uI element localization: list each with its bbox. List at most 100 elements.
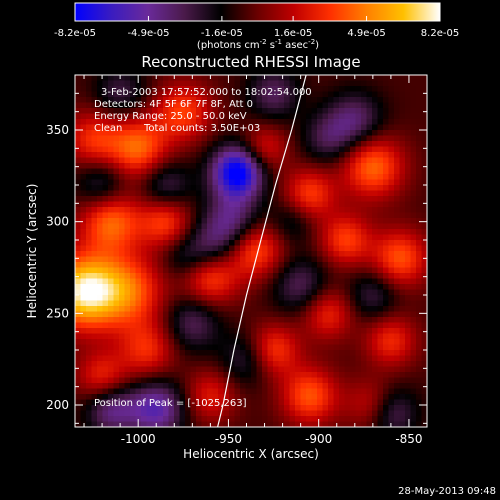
heatmap-cell bbox=[234, 234, 241, 241]
heatmap-cell bbox=[377, 372, 384, 379]
heatmap-cell bbox=[284, 416, 291, 423]
heatmap-cell bbox=[278, 328, 285, 335]
heatmap-cell bbox=[366, 295, 373, 302]
heatmap-cell bbox=[399, 410, 406, 417]
heatmap-cell bbox=[355, 86, 362, 93]
heatmap-cell bbox=[212, 146, 219, 153]
heatmap-cell bbox=[75, 262, 82, 269]
heatmap-cell bbox=[322, 157, 329, 164]
time-range-annotation: 3-Feb-2003 17:57:52.000 to 18:02:54.000 bbox=[101, 87, 312, 98]
heatmap-cell bbox=[234, 141, 241, 148]
heatmap-cell bbox=[102, 399, 109, 406]
heatmap-cell bbox=[212, 119, 219, 126]
heatmap-cell bbox=[383, 344, 390, 351]
heatmap-cell bbox=[152, 273, 159, 280]
heatmap-cell bbox=[119, 245, 126, 252]
heatmap-cell bbox=[317, 421, 324, 427]
heatmap-cell bbox=[344, 405, 351, 412]
heatmap-cell bbox=[350, 377, 357, 384]
heatmap-cell bbox=[240, 322, 247, 329]
heatmap-cell bbox=[141, 113, 148, 120]
heatmap-cell bbox=[350, 251, 357, 258]
heatmap-cell bbox=[317, 124, 324, 131]
heatmap-cell bbox=[212, 388, 219, 395]
heatmap-cell bbox=[196, 207, 203, 214]
heatmap-cell bbox=[361, 229, 368, 236]
heatmap-cell bbox=[135, 410, 142, 417]
heatmap-cell bbox=[410, 361, 417, 368]
heatmap-cell bbox=[190, 152, 197, 159]
heatmap-cell bbox=[317, 267, 324, 274]
heatmap-cell bbox=[141, 86, 148, 93]
heatmap-cell bbox=[355, 388, 362, 395]
heatmap-cell bbox=[306, 394, 313, 401]
heatmap-cell bbox=[223, 361, 230, 368]
heatmap-cell bbox=[190, 355, 197, 362]
heatmap-cell bbox=[388, 190, 395, 197]
heatmap-cell bbox=[108, 251, 115, 258]
heatmap-cell bbox=[240, 256, 247, 263]
heatmap-cell bbox=[218, 284, 225, 291]
heatmap-cell bbox=[339, 196, 346, 203]
heatmap-cell bbox=[372, 234, 379, 241]
heatmap-cell bbox=[185, 196, 192, 203]
heatmap-cell bbox=[108, 245, 115, 252]
heatmap-cell bbox=[179, 295, 186, 302]
heatmap-cell bbox=[190, 372, 197, 379]
heatmap-cell bbox=[80, 295, 87, 302]
heatmap-cell bbox=[339, 234, 346, 241]
heatmap-cell bbox=[366, 399, 373, 406]
heatmap-cell bbox=[102, 240, 109, 247]
heatmap-cell bbox=[361, 212, 368, 219]
heatmap-cell bbox=[251, 421, 258, 427]
heatmap-cell bbox=[421, 317, 427, 324]
heatmap-cell bbox=[300, 394, 307, 401]
heatmap-cell bbox=[201, 130, 208, 137]
heatmap-cell bbox=[234, 366, 241, 373]
heatmap-cell bbox=[108, 284, 115, 291]
heatmap-cell bbox=[234, 328, 241, 335]
heatmap-cell bbox=[410, 91, 417, 98]
heatmap-cell bbox=[218, 405, 225, 412]
heatmap-cell bbox=[196, 223, 203, 230]
heatmap-cell bbox=[333, 124, 340, 131]
heatmap-cell bbox=[91, 245, 98, 252]
heatmap-cell bbox=[388, 295, 395, 302]
heatmap-cell bbox=[416, 130, 423, 137]
heatmap-cell bbox=[344, 240, 351, 247]
heatmap-cell bbox=[245, 130, 252, 137]
heatmap-cell bbox=[377, 361, 384, 368]
heatmap-cell bbox=[416, 394, 423, 401]
heatmap-cell bbox=[278, 97, 285, 104]
heatmap-cell bbox=[152, 366, 159, 373]
heatmap-cell bbox=[366, 179, 373, 186]
heatmap-cell bbox=[174, 322, 181, 329]
heatmap-cell bbox=[278, 234, 285, 241]
heatmap-cell bbox=[339, 185, 346, 192]
heatmap-cell bbox=[295, 212, 302, 219]
heatmap-cell bbox=[405, 174, 412, 181]
heatmap-cell bbox=[80, 207, 87, 214]
heatmap-cell bbox=[174, 405, 181, 412]
heatmap-cell bbox=[245, 295, 252, 302]
heatmap-cell bbox=[207, 124, 214, 131]
heatmap-cell bbox=[410, 223, 417, 230]
heatmap-cell bbox=[75, 388, 82, 395]
heatmap-cell bbox=[361, 273, 368, 280]
heatmap-cell bbox=[306, 168, 313, 175]
heatmap-cell bbox=[300, 377, 307, 384]
heatmap-cell bbox=[102, 185, 109, 192]
heatmap-cell bbox=[196, 124, 203, 131]
heatmap-cell bbox=[218, 399, 225, 406]
heatmap-cell bbox=[262, 146, 269, 153]
heatmap-cell bbox=[383, 135, 390, 142]
heatmap-cell bbox=[394, 366, 401, 373]
heatmap-cell bbox=[262, 135, 269, 142]
heatmap-cell bbox=[174, 135, 181, 142]
heatmap-cell bbox=[91, 201, 98, 208]
heatmap-cell bbox=[278, 152, 285, 159]
heatmap-cell bbox=[273, 207, 280, 214]
heatmap-cell bbox=[311, 328, 318, 335]
heatmap-cell bbox=[306, 119, 313, 126]
heatmap-cell bbox=[179, 289, 186, 296]
